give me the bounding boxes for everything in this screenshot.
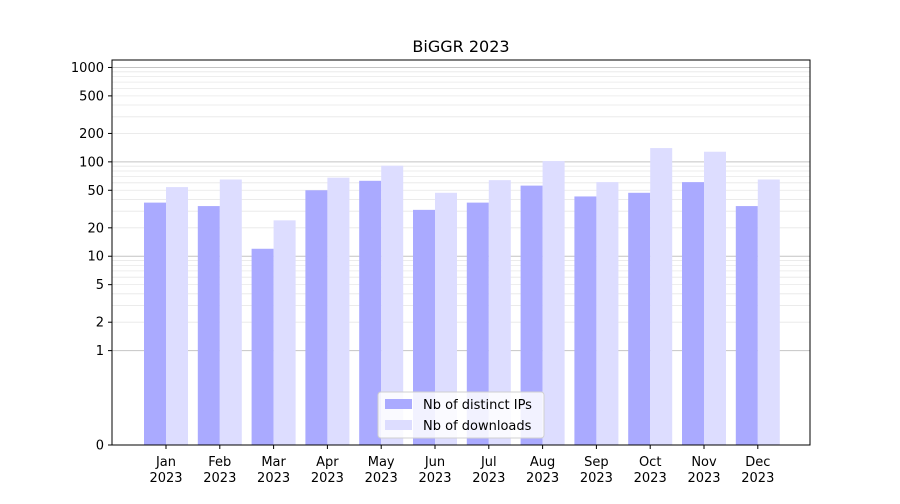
x-tick-label-year: 2023 bbox=[418, 471, 451, 486]
x-tick-label-year: 2023 bbox=[149, 471, 182, 486]
bar-downloads bbox=[327, 177, 350, 446]
bar-downloads bbox=[757, 179, 780, 445]
bar-distinct-ips bbox=[413, 209, 435, 445]
x-tick-label-month: Apr bbox=[316, 455, 339, 470]
bar-downloads bbox=[166, 187, 188, 446]
bar-distinct-ips bbox=[359, 180, 382, 445]
plot-frame bbox=[111, 59, 811, 446]
bar-downloads bbox=[704, 151, 726, 446]
bar-distinct-ips bbox=[197, 206, 220, 445]
bar-distinct-ips bbox=[305, 190, 328, 445]
bar-distinct-ips bbox=[251, 248, 274, 445]
y-tick-label: 2 bbox=[96, 316, 104, 331]
y-tick-label: 0 bbox=[96, 439, 104, 454]
x-tick-label-month: Oct bbox=[639, 455, 661, 470]
y-tick-label: 5 bbox=[96, 278, 104, 293]
y-tick-label: 1 bbox=[96, 344, 104, 359]
y-tick-label: 500 bbox=[79, 89, 104, 104]
bars bbox=[144, 148, 780, 446]
bar-downloads bbox=[650, 148, 673, 445]
x-tick-label-year: 2023 bbox=[257, 471, 290, 486]
x-tick-label-month: Aug bbox=[530, 455, 555, 470]
y-tick-label: 50 bbox=[87, 184, 104, 199]
x-tick-label-month: Feb bbox=[208, 455, 231, 470]
legend-swatch bbox=[385, 420, 412, 430]
x-tick-label-year: 2023 bbox=[203, 471, 236, 486]
bar-distinct-ips bbox=[682, 182, 704, 445]
chart-title: BiGGR 2023 bbox=[412, 37, 509, 56]
x-tick-label-year: 2023 bbox=[687, 471, 720, 486]
y-tick-label: 20 bbox=[87, 221, 104, 236]
x-tick-label-year: 2023 bbox=[580, 471, 613, 486]
bar-distinct-ips bbox=[520, 185, 543, 445]
legend-box bbox=[377, 391, 545, 439]
x-tick-label-month: Dec bbox=[745, 455, 770, 470]
bar-downloads bbox=[596, 182, 619, 445]
x-tick-label-month: Nov bbox=[691, 455, 717, 470]
bar-downloads bbox=[488, 180, 511, 445]
x-axis: Jan2023Feb2023Mar2023Apr2023May2023Jun20… bbox=[149, 445, 774, 486]
bar-downloads bbox=[381, 165, 404, 445]
bar-distinct-ips bbox=[144, 202, 166, 445]
legend-swatch bbox=[385, 399, 412, 409]
x-tick-label-year: 2023 bbox=[634, 471, 667, 486]
y-axis: 0 1 2 5 10 20 50 100 200 500 1000 bbox=[71, 61, 112, 454]
bar-distinct-ips bbox=[628, 192, 651, 445]
bar-downloads bbox=[435, 192, 457, 445]
x-tick-label-month: May bbox=[368, 455, 395, 470]
legend-label: Nb of distinct IPs bbox=[423, 398, 532, 413]
x-tick-label-month: Sep bbox=[584, 455, 609, 470]
x-tick-label-year: 2023 bbox=[526, 471, 559, 486]
bar-distinct-ips bbox=[466, 202, 489, 445]
bar-distinct-ips bbox=[574, 196, 597, 445]
x-tick-label-year: 2023 bbox=[472, 471, 505, 486]
y-tick-label: 200 bbox=[79, 127, 104, 142]
bar-downloads bbox=[273, 220, 296, 445]
x-tick-label-month: Mar bbox=[261, 455, 286, 470]
x-tick-label-year: 2023 bbox=[365, 471, 398, 486]
x-tick-label-year: 2023 bbox=[311, 471, 344, 486]
bar-downloads bbox=[542, 161, 565, 445]
x-tick-label-month: Jun bbox=[424, 455, 445, 470]
y-tick-label: 1000 bbox=[71, 61, 104, 76]
x-tick-label-month: Jul bbox=[480, 455, 497, 470]
y-tick-label: 10 bbox=[87, 250, 104, 265]
legend: Nb of distinct IPs Nb of downloads bbox=[377, 391, 545, 439]
x-tick-label-month: Jan bbox=[155, 455, 176, 470]
bar-downloads bbox=[219, 179, 242, 445]
y-tick-label: 100 bbox=[79, 155, 104, 170]
bar-distinct-ips bbox=[735, 206, 758, 445]
legend-label: Nb of downloads bbox=[423, 419, 532, 434]
x-tick-label-year: 2023 bbox=[741, 471, 774, 486]
